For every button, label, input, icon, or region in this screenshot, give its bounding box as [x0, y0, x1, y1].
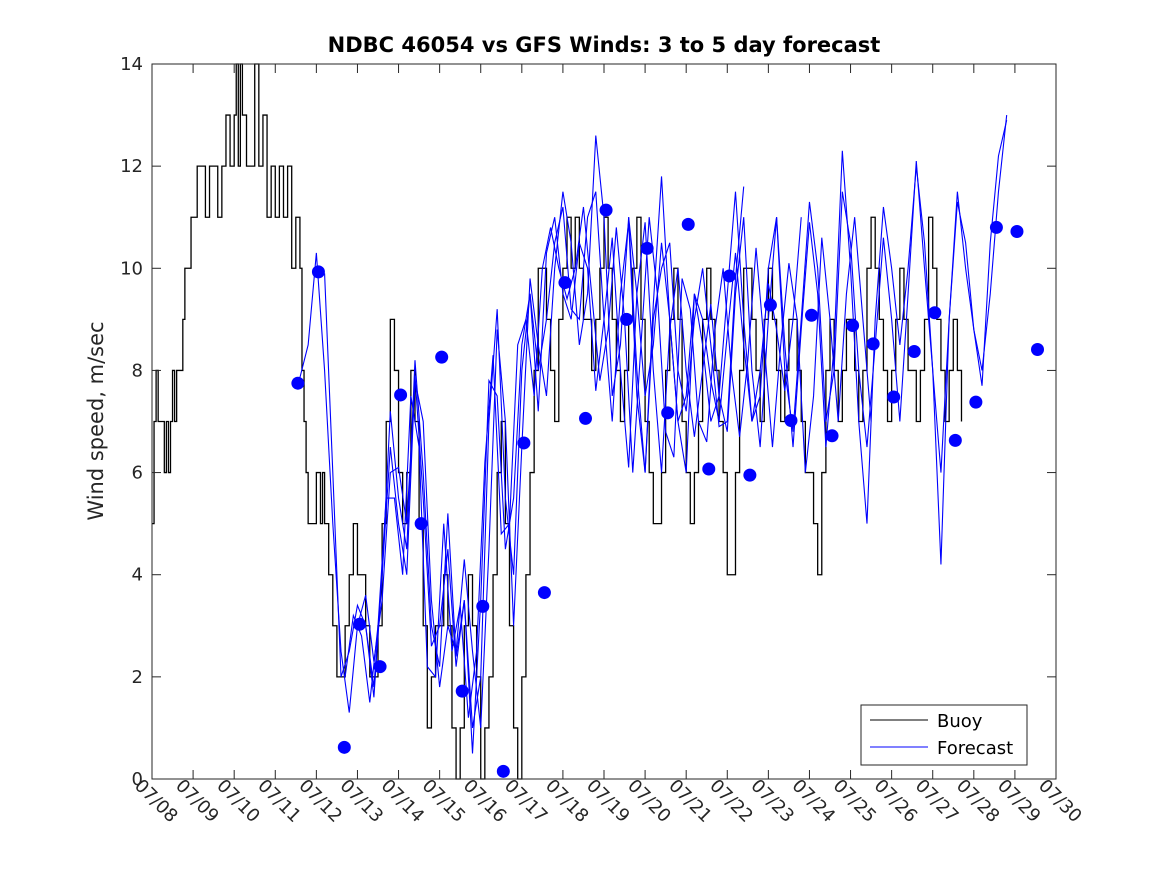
forecast-marker: [948, 433, 962, 447]
forecast-marker: [907, 345, 921, 359]
forecast-marker: [496, 764, 510, 778]
legend-forecast-label: Forecast: [937, 738, 1013, 759]
legend-buoy-label: Buoy: [937, 711, 983, 732]
forecast-marker: [1010, 225, 1024, 239]
forecast-marker: [599, 203, 613, 217]
y-tick-label: 4: [132, 565, 143, 586]
forecast-marker: [846, 318, 860, 332]
forecast-marker: [722, 269, 736, 283]
y-tick-label: 10: [120, 258, 143, 279]
y-tick-label: 2: [132, 667, 143, 688]
forecast-line: [365, 120, 1008, 754]
forecast-marker: [784, 413, 798, 427]
forecast-marker: [866, 337, 880, 351]
y-tick-label: 8: [132, 360, 143, 381]
forecast-marker: [661, 406, 675, 420]
axes-box: [151, 63, 1057, 780]
forecast-marker: [414, 517, 428, 531]
buoy-line: [152, 63, 963, 780]
forecast-marker: [743, 468, 757, 482]
forecast-marker: [394, 388, 408, 402]
forecast-marker: [887, 390, 901, 404]
forecast-marker: [353, 617, 367, 631]
forecast-marker: [455, 684, 469, 698]
forecast-marker: [291, 376, 305, 390]
y-axis-label: Wind speed, m/sec: [84, 321, 108, 520]
chart-title: NDBC 46054 vs GFS Winds: 3 to 5 day fore…: [328, 33, 881, 57]
forecast-marker: [969, 395, 983, 409]
forecast-marker: [928, 306, 942, 320]
y-tick-label: 14: [120, 54, 143, 75]
forecast-marker: [989, 220, 1003, 234]
forecast-marker: [435, 350, 449, 364]
plot-area: [152, 64, 1056, 779]
marker-layer: [291, 203, 1045, 778]
forecast-marker: [476, 599, 490, 613]
forecast-marker: [640, 241, 654, 255]
forecast-marker: [825, 429, 839, 443]
legend-box: [860, 704, 1028, 766]
forecast-marker: [558, 276, 572, 290]
legend: Buoy Forecast: [860, 704, 1028, 766]
forecast-marker: [517, 436, 531, 450]
forecast-marker: [681, 217, 695, 231]
forecast-line: [628, 115, 1008, 473]
series-layer: [152, 63, 1008, 780]
forecast-marker: [620, 312, 634, 326]
forecast-marker: [805, 308, 819, 322]
forecast-marker: [579, 411, 593, 425]
forecast-marker: [702, 462, 716, 476]
forecast-line: [324, 176, 802, 729]
y-tick-label: 0: [132, 769, 143, 790]
forecast-marker: [1031, 342, 1045, 356]
forecast-marker: [337, 740, 351, 754]
forecast-marker: [763, 298, 777, 312]
forecast-marker: [537, 586, 551, 600]
y-tick-label: 12: [120, 156, 143, 177]
forecast-marker: [373, 660, 387, 674]
y-tick-label: 6: [132, 463, 143, 484]
forecast-marker: [311, 265, 325, 279]
